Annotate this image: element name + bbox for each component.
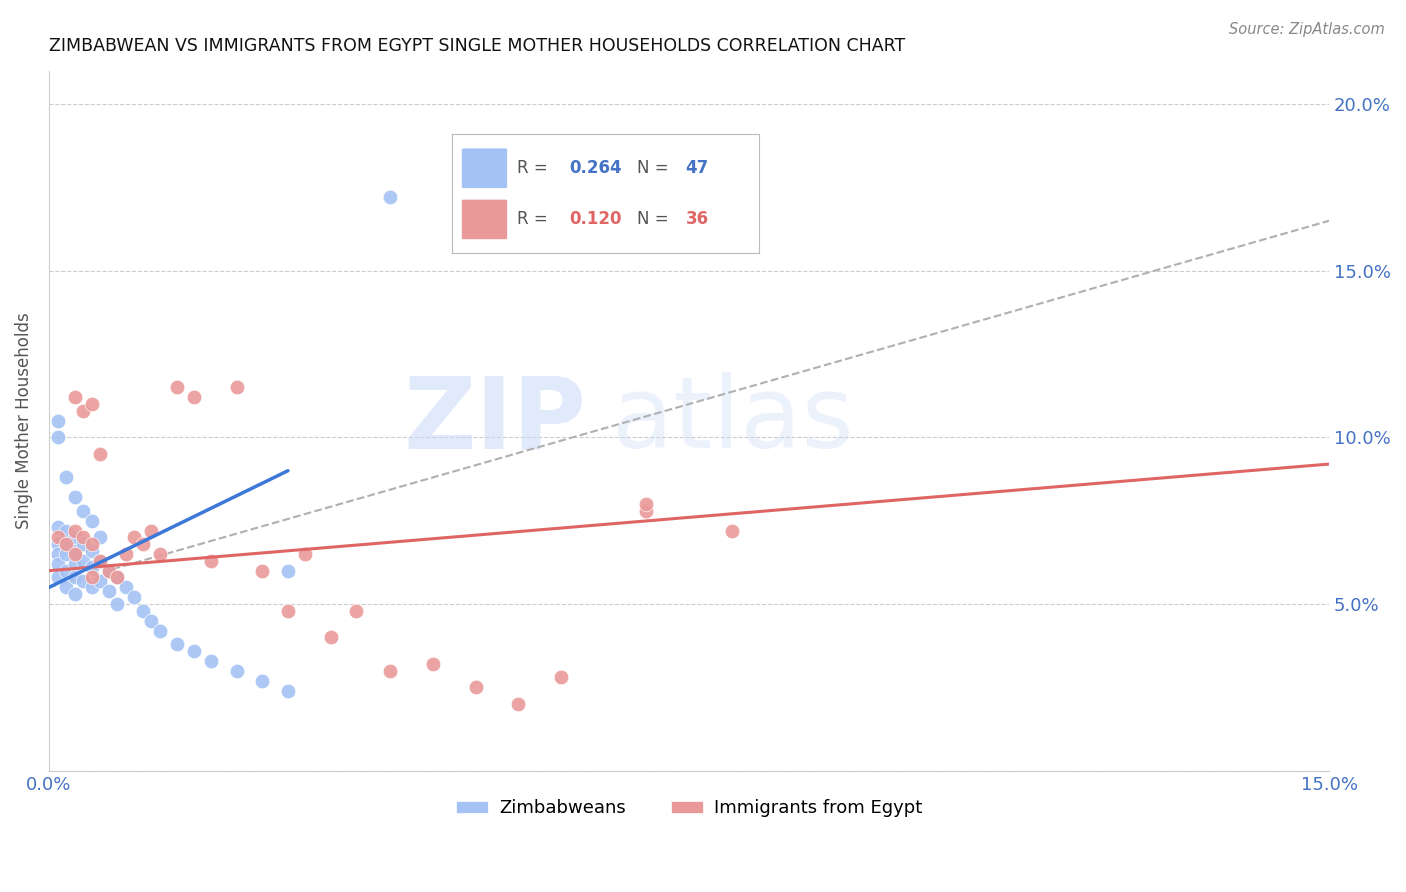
Zimbabweans	[105, 570, 128, 584]
Zimbabweans	[124, 591, 146, 605]
Zimbabweans	[141, 614, 163, 628]
Zimbabweans	[63, 530, 86, 544]
Immigrants from Egypt	[319, 631, 342, 645]
Immigrants from Egypt	[97, 564, 120, 578]
Zimbabweans	[105, 597, 128, 611]
Zimbabweans	[97, 564, 120, 578]
Zimbabweans	[80, 514, 103, 528]
Immigrants from Egypt	[183, 391, 205, 405]
Zimbabweans	[55, 564, 77, 578]
Immigrants from Egypt	[149, 547, 172, 561]
Zimbabweans	[63, 491, 86, 505]
Immigrants from Egypt	[294, 547, 316, 561]
Zimbabweans	[149, 624, 172, 638]
Text: ZIP: ZIP	[404, 372, 586, 469]
Immigrants from Egypt	[105, 570, 128, 584]
Immigrants from Egypt	[636, 497, 658, 511]
Immigrants from Egypt	[63, 524, 86, 538]
Immigrants from Egypt	[114, 547, 136, 561]
Immigrants from Egypt	[63, 391, 86, 405]
Zimbabweans	[55, 580, 77, 594]
Immigrants from Egypt	[422, 657, 444, 671]
Zimbabweans	[277, 683, 299, 698]
Immigrants from Egypt	[55, 537, 77, 551]
Zimbabweans	[72, 537, 94, 551]
Immigrants from Egypt	[46, 530, 69, 544]
Zimbabweans	[55, 524, 77, 538]
Immigrants from Egypt	[124, 530, 146, 544]
Immigrants from Egypt	[720, 524, 742, 538]
Immigrants from Egypt	[132, 537, 155, 551]
Immigrants from Egypt	[277, 604, 299, 618]
Zimbabweans	[166, 637, 188, 651]
Zimbabweans	[114, 580, 136, 594]
Zimbabweans	[252, 673, 274, 688]
Zimbabweans	[132, 604, 155, 618]
Zimbabweans	[46, 557, 69, 571]
Zimbabweans	[72, 554, 94, 568]
Immigrants from Egypt	[80, 570, 103, 584]
Zimbabweans	[72, 574, 94, 588]
Zimbabweans	[277, 564, 299, 578]
Immigrants from Egypt	[72, 403, 94, 417]
Immigrants from Egypt	[80, 397, 103, 411]
Immigrants from Egypt	[636, 504, 658, 518]
Zimbabweans	[89, 554, 111, 568]
Zimbabweans	[72, 504, 94, 518]
Text: atlas: atlas	[612, 372, 853, 469]
Text: Source: ZipAtlas.com: Source: ZipAtlas.com	[1229, 22, 1385, 37]
Zimbabweans	[63, 570, 86, 584]
Immigrants from Egypt	[89, 554, 111, 568]
Immigrants from Egypt	[380, 664, 402, 678]
Zimbabweans	[97, 583, 120, 598]
Zimbabweans	[200, 654, 222, 668]
Text: ZIMBABWEAN VS IMMIGRANTS FROM EGYPT SINGLE MOTHER HOUSEHOLDS CORRELATION CHART: ZIMBABWEAN VS IMMIGRANTS FROM EGYPT SING…	[49, 37, 905, 55]
Zimbabweans	[89, 530, 111, 544]
Zimbabweans	[46, 430, 69, 444]
Zimbabweans	[80, 580, 103, 594]
Immigrants from Egypt	[344, 604, 367, 618]
Zimbabweans	[380, 190, 402, 204]
Zimbabweans	[63, 543, 86, 558]
Zimbabweans	[89, 574, 111, 588]
Zimbabweans	[46, 520, 69, 534]
Immigrants from Egypt	[464, 681, 486, 695]
Immigrants from Egypt	[225, 380, 247, 394]
Zimbabweans	[55, 537, 77, 551]
Immigrants from Egypt	[80, 537, 103, 551]
Zimbabweans	[55, 470, 77, 484]
Zimbabweans	[63, 557, 86, 571]
Zimbabweans	[225, 664, 247, 678]
Zimbabweans	[55, 547, 77, 561]
Immigrants from Egypt	[72, 530, 94, 544]
Zimbabweans	[80, 560, 103, 574]
Immigrants from Egypt	[508, 697, 530, 711]
Immigrants from Egypt	[89, 447, 111, 461]
Immigrants from Egypt	[141, 524, 163, 538]
Zimbabweans	[46, 414, 69, 428]
Immigrants from Egypt	[166, 380, 188, 394]
Immigrants from Egypt	[550, 670, 572, 684]
Zimbabweans	[63, 587, 86, 601]
Immigrants from Egypt	[200, 554, 222, 568]
Zimbabweans	[46, 570, 69, 584]
Legend: Zimbabweans, Immigrants from Egypt: Zimbabweans, Immigrants from Egypt	[449, 792, 929, 825]
Y-axis label: Single Mother Households: Single Mother Households	[15, 312, 32, 529]
Zimbabweans	[46, 547, 69, 561]
Zimbabweans	[46, 537, 69, 551]
Immigrants from Egypt	[63, 547, 86, 561]
Zimbabweans	[80, 543, 103, 558]
Zimbabweans	[183, 643, 205, 657]
Immigrants from Egypt	[252, 564, 274, 578]
